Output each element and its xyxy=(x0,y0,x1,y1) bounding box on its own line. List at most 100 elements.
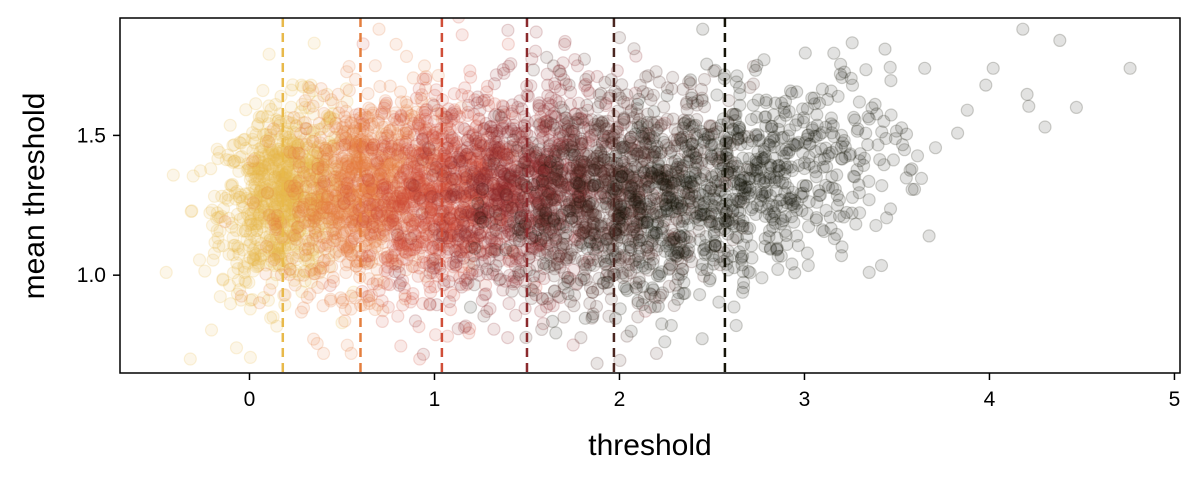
data-point-s0-584 xyxy=(322,166,336,180)
data-point-s0-292 xyxy=(270,127,284,141)
data-point-s4-877 xyxy=(579,72,593,87)
data-point-s0-97 xyxy=(265,243,279,257)
data-point-s1-161 xyxy=(306,99,320,113)
data-point-s3-16 xyxy=(427,98,441,113)
data-point-s0-40 xyxy=(322,112,336,126)
data-point-s0-104 xyxy=(310,146,324,160)
data-point-s0-513 xyxy=(288,205,303,220)
data-point-s0-603 xyxy=(223,153,237,167)
data-point-s4-831 xyxy=(517,156,532,170)
data-point-s4-773 xyxy=(467,278,481,292)
data-point-s0-459 xyxy=(246,206,260,220)
data-point-s0-3 xyxy=(283,183,297,197)
data-point-s2-820 xyxy=(429,130,443,144)
data-point-s0-31 xyxy=(225,220,239,234)
data-point-s0-538 xyxy=(375,127,389,141)
data-point-s0-734 xyxy=(307,144,321,158)
data-point-s0-222 xyxy=(328,130,342,144)
data-point-s3-694 xyxy=(442,242,456,256)
data-point-s0-269 xyxy=(283,207,297,221)
data-point-s3-718 xyxy=(432,228,446,242)
data-point-s0-749 xyxy=(289,156,303,170)
data-point-s0-336 xyxy=(309,144,323,158)
data-point-s0-655 xyxy=(237,259,251,273)
data-point-s3-896 xyxy=(492,146,506,160)
data-point-s2-189 xyxy=(338,138,352,152)
data-point-s0-168 xyxy=(270,216,284,230)
data-point-s0-399 xyxy=(261,109,275,124)
data-point-s0-566 xyxy=(322,211,336,225)
data-point-s0-130 xyxy=(288,229,302,243)
data-point-s0-189 xyxy=(243,302,257,316)
data-point-s0-366 xyxy=(311,172,325,186)
data-point-s0-569 xyxy=(285,213,299,227)
data-point-s0-428 xyxy=(323,114,337,128)
data-point-s0-148 xyxy=(280,171,294,185)
data-point-s5-444 xyxy=(635,298,650,312)
data-point-s4-664 xyxy=(697,72,712,87)
data-point-s0-85 xyxy=(313,196,328,210)
data-point-s0-478 xyxy=(316,192,330,206)
data-point-s1-729 xyxy=(304,263,319,277)
data-point-s5-276 xyxy=(832,193,847,207)
data-point-s0-464 xyxy=(313,173,327,187)
data-point-s4-71 xyxy=(467,256,481,271)
data-point-s0-29 xyxy=(288,156,302,170)
data-point-s1-788 xyxy=(338,302,352,316)
data-point-s0-496 xyxy=(254,244,268,258)
data-point-s1-750 xyxy=(298,248,312,263)
data-point-s2-824 xyxy=(339,184,353,198)
data-point-s0-893 xyxy=(230,184,244,198)
data-point-s0-737 xyxy=(288,237,302,251)
data-point-s0-692 xyxy=(208,235,222,249)
data-point-s0-271 xyxy=(260,215,274,229)
data-point-s1-891 xyxy=(339,104,353,118)
data-point-s0-109 xyxy=(257,177,271,191)
data-point-s3-761 xyxy=(464,158,478,172)
data-point-s0-709 xyxy=(285,228,299,242)
data-point-s0-448 xyxy=(282,130,296,144)
data-point-s0-242 xyxy=(303,237,317,251)
data-point-s0-304 xyxy=(284,133,298,147)
data-point-s3-338 xyxy=(502,296,516,311)
data-point-s0-760 xyxy=(313,266,327,280)
data-point-s0-400 xyxy=(246,264,260,278)
data-point-s0-813 xyxy=(236,243,250,257)
data-point-s2-685 xyxy=(392,138,406,152)
data-point-s0-121 xyxy=(307,173,322,187)
data-point-s4-903 xyxy=(557,310,571,324)
data-point-s0-732 xyxy=(321,192,335,207)
data-point-s0-381 xyxy=(271,185,285,199)
data-point-s4-837 xyxy=(535,292,550,306)
data-point-s0-469 xyxy=(228,154,242,168)
data-point-s0-308 xyxy=(284,83,298,97)
data-point-s1-787 xyxy=(260,186,275,200)
data-point-s0-38 xyxy=(238,132,252,146)
data-point-s0-635 xyxy=(222,247,236,261)
data-point-s0-615 xyxy=(265,195,280,209)
data-point-s4-848 xyxy=(517,284,532,298)
data-point-s0-673 xyxy=(271,114,285,128)
data-point-s0-138 xyxy=(300,162,314,176)
data-point-s0-305 xyxy=(290,186,304,200)
data-point-s0-225 xyxy=(283,150,297,164)
data-point-s0-577 xyxy=(245,156,259,170)
data-point-s0-154 xyxy=(274,164,288,178)
data-point-s0-64 xyxy=(284,175,298,190)
data-point-s1-847 xyxy=(316,261,330,275)
data-point-s0-230 xyxy=(269,232,283,246)
data-point-s0-743 xyxy=(271,146,285,160)
data-point-s5-391 xyxy=(884,73,898,88)
data-point-s0-331 xyxy=(263,233,277,247)
data-point-s0-297 xyxy=(267,149,281,163)
data-point-s0-580 xyxy=(316,189,330,203)
data-point-s0-550 xyxy=(285,201,299,215)
data-point-s0-239 xyxy=(245,217,259,231)
data-point-s0-495 xyxy=(289,264,303,278)
data-point-s0-439 xyxy=(256,140,270,154)
data-point-s0-906 xyxy=(159,265,173,279)
data-point-s2-623 xyxy=(464,70,478,84)
data-point-s0-720 xyxy=(230,287,244,301)
data-point-s0-118 xyxy=(296,187,310,201)
data-point-s0-630 xyxy=(268,148,282,162)
